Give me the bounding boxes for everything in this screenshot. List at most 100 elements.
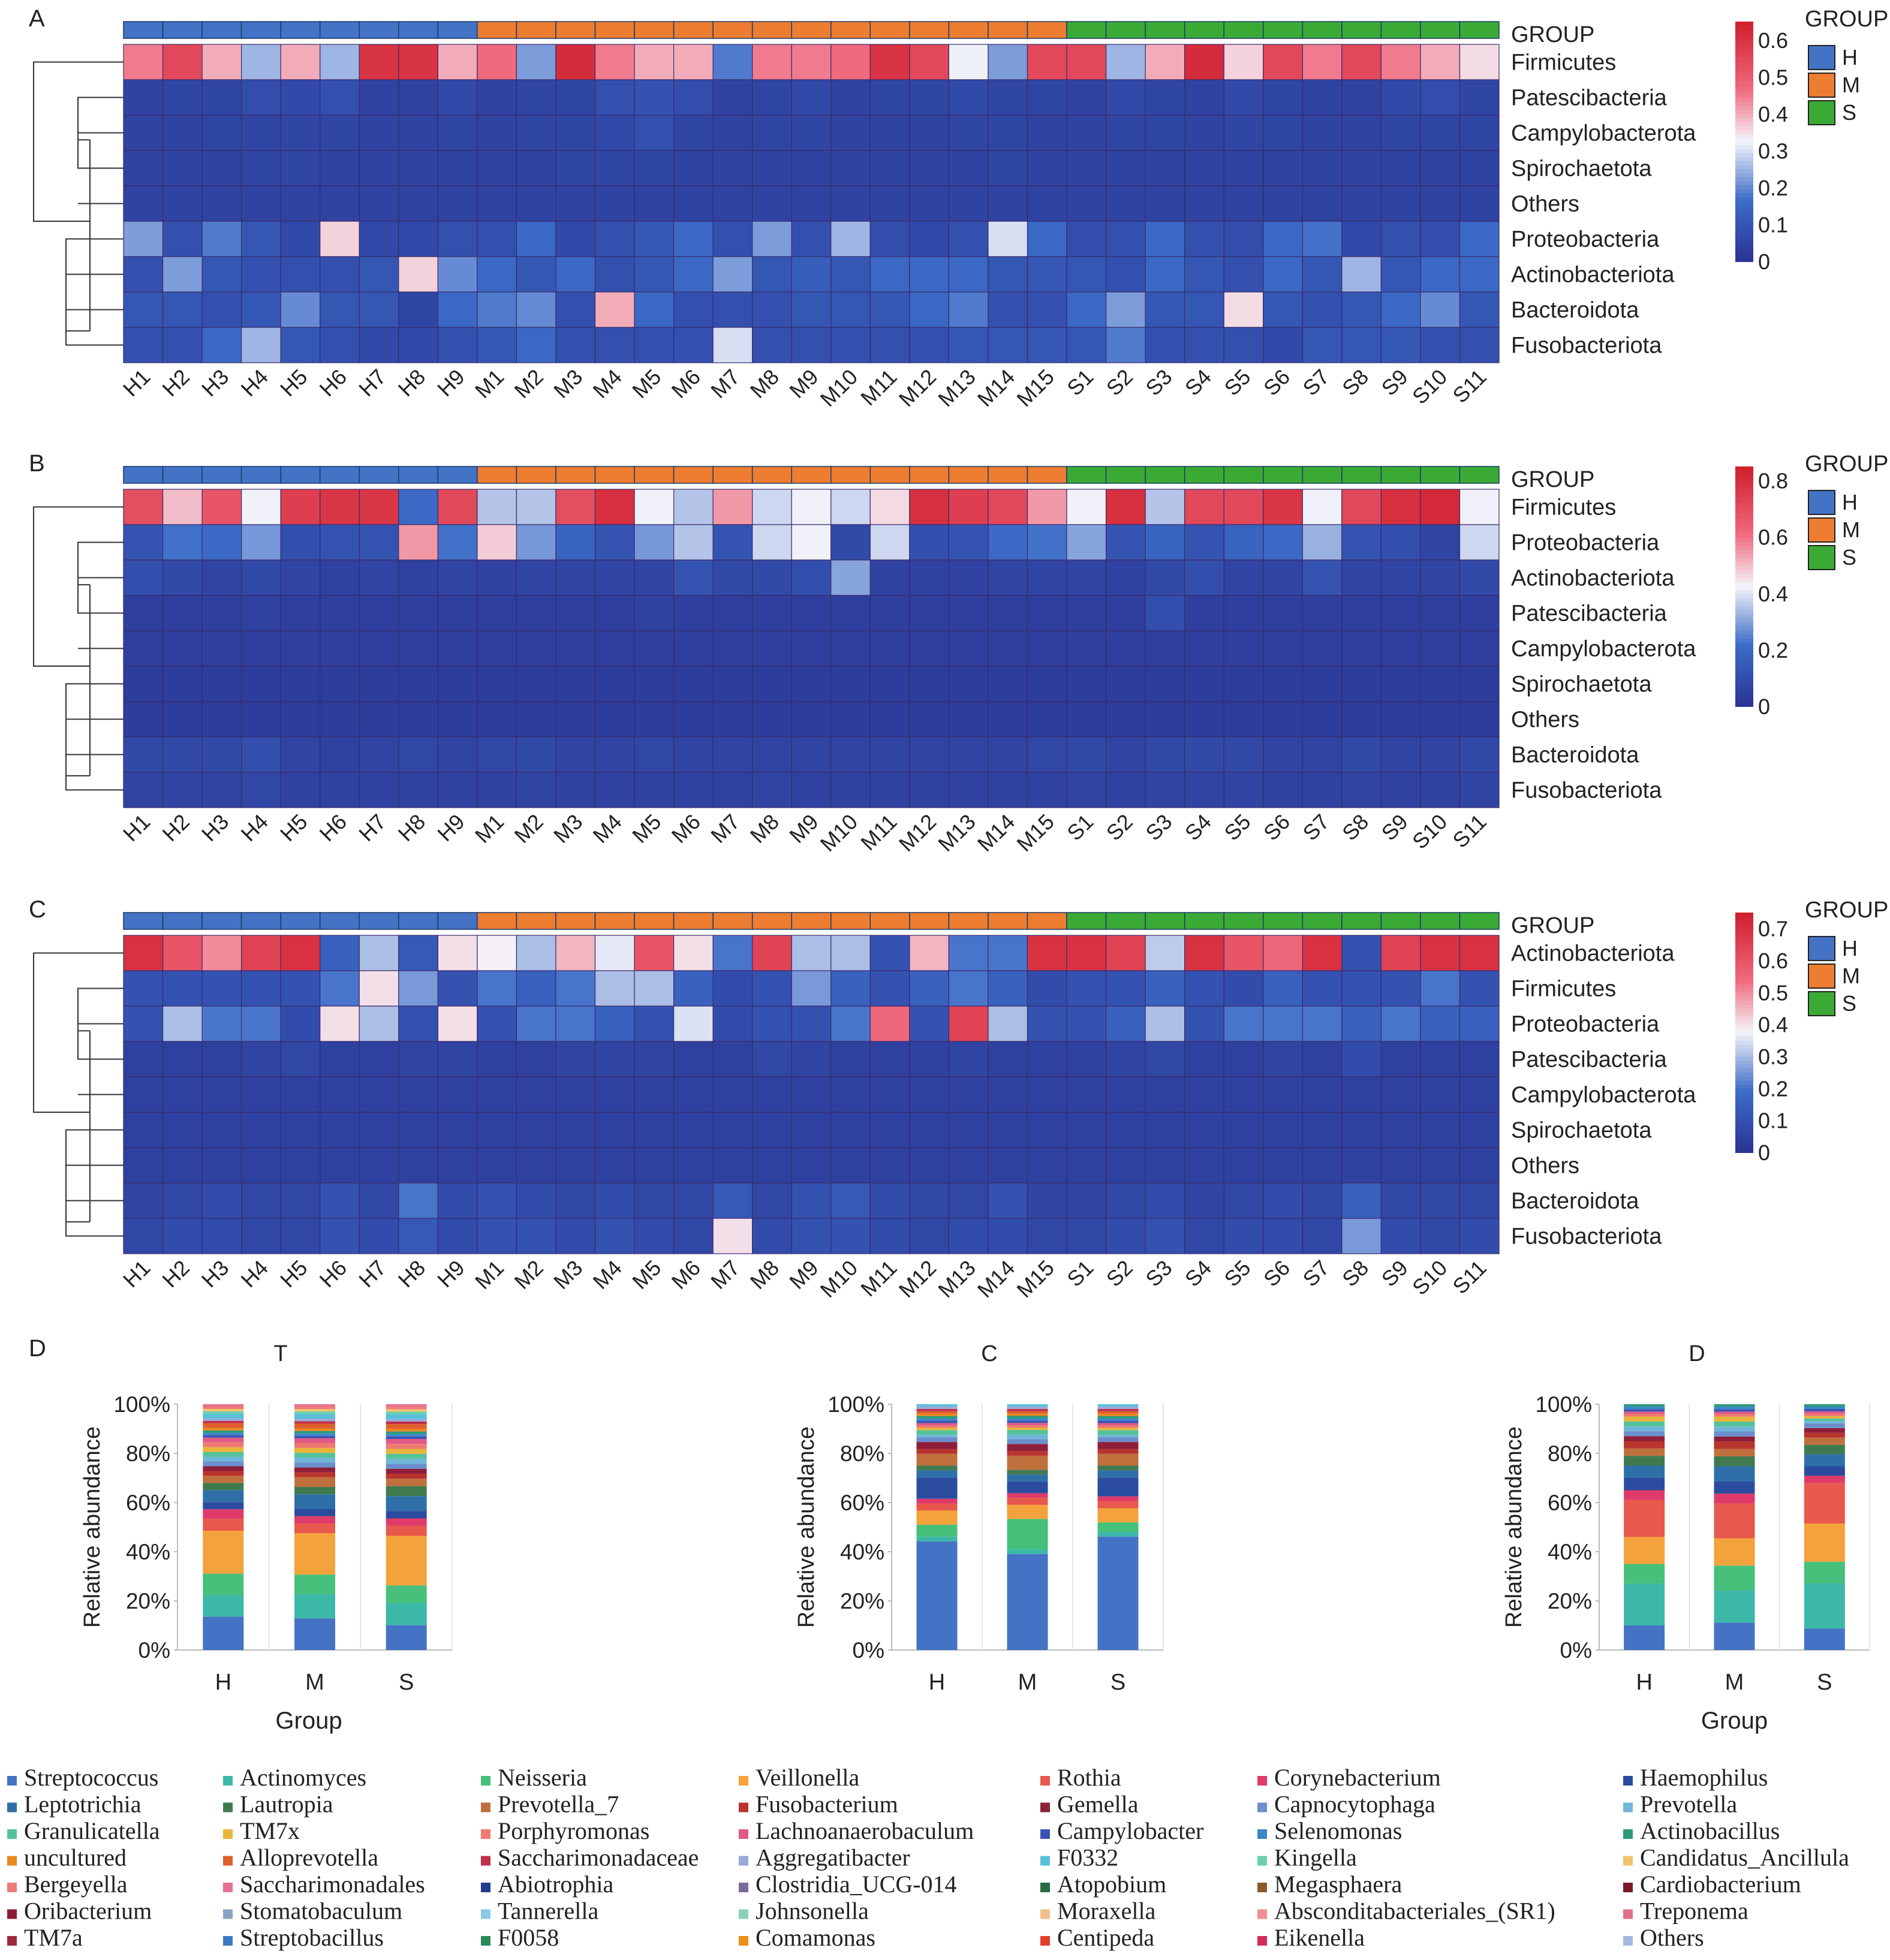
heatmap-cell	[359, 666, 399, 702]
heatmap-cell	[712, 1182, 753, 1219]
group-cell	[359, 912, 399, 930]
heatmap-cell	[1459, 1041, 1500, 1077]
colorbar-step	[1735, 221, 1753, 226]
heatmap-cell	[594, 935, 635, 971]
heatmap-cell	[162, 1041, 203, 1077]
heatmap-cell	[909, 772, 950, 808]
bar-segment	[386, 1434, 427, 1437]
heatmap-cell	[516, 150, 556, 186]
bar-segment	[386, 1536, 427, 1586]
colorbar-step	[1735, 185, 1753, 190]
colorbar-step	[1735, 189, 1753, 194]
legend-swatch	[739, 1776, 748, 1786]
heatmap-cell	[988, 1041, 1028, 1077]
heatmap-cell	[162, 1147, 203, 1184]
heatmap-cell	[1341, 559, 1382, 596]
colorbar-step	[1735, 702, 1753, 707]
heatmap-cell	[1066, 524, 1107, 561]
legend-label: Eikenella	[1274, 1924, 1365, 1951]
bar-segment	[1624, 1411, 1665, 1414]
heatmap-cell	[280, 256, 321, 293]
heatmap-cell	[1145, 970, 1185, 1007]
bar-segment	[916, 1430, 958, 1435]
heatmap-cell	[162, 935, 203, 971]
heatmap-cell	[948, 79, 989, 116]
heatmap-cell	[948, 1112, 989, 1148]
bar-segment	[203, 1573, 244, 1595]
group-legend-swatch	[1808, 936, 1835, 961]
heatmap-cell	[1459, 524, 1500, 561]
heatmap-cell	[555, 221, 596, 257]
heatmap-cell	[869, 44, 910, 80]
bar-segment	[916, 1416, 958, 1419]
heatmap-cell	[1145, 79, 1185, 116]
row-label: Campylobacterota	[1511, 121, 1696, 146]
bar-segment	[1097, 1406, 1139, 1409]
heatmap-cell	[555, 44, 596, 80]
group-cell	[948, 21, 989, 39]
colorbar-step	[1735, 77, 1753, 82]
bar-segment	[203, 1471, 244, 1476]
bar-segment	[386, 1414, 427, 1419]
colorbar-step	[1735, 626, 1753, 631]
heatmap-cell	[869, 256, 910, 293]
colorbar-step	[1735, 58, 1753, 62]
heatmap-cell	[1105, 1182, 1146, 1219]
heatmap-cell	[516, 970, 556, 1007]
heatmap-cell	[988, 256, 1028, 293]
bar-segment	[1714, 1503, 1755, 1539]
heatmap-cell	[123, 79, 164, 116]
heatmap-cell	[869, 1041, 910, 1077]
heatmap-cell	[162, 666, 203, 702]
heatmap-cell	[359, 1112, 399, 1148]
heatmap-cell	[752, 1182, 792, 1219]
heatmap-cell	[555, 1218, 596, 1254]
group-cell	[201, 466, 242, 484]
heatmap-cell	[477, 559, 517, 596]
colorbar-step	[1735, 225, 1753, 230]
heatmap-cell	[712, 970, 753, 1007]
heatmap-cell	[869, 115, 910, 151]
heatmap-cell	[359, 44, 399, 80]
heatmap-cell	[1027, 1218, 1067, 1254]
heatmap-cell	[1223, 291, 1264, 328]
heatmap-cell	[437, 489, 478, 525]
heatmap-cell	[1341, 489, 1382, 525]
heatmap-cell	[1027, 524, 1067, 561]
heatmap-cell	[712, 1041, 753, 1077]
heatmap-cell	[909, 185, 950, 222]
group-cell	[988, 21, 1028, 39]
heatmap-cell	[1027, 1147, 1067, 1184]
group-cell	[1184, 912, 1224, 930]
heatmap-cell	[516, 1005, 556, 1042]
heatmap-cell	[1105, 44, 1146, 80]
heatmap-cell	[241, 1147, 281, 1184]
group-cell	[673, 466, 714, 484]
bar-segment	[1097, 1404, 1139, 1407]
heatmap-cell	[948, 1076, 989, 1113]
legend-swatch	[481, 1829, 490, 1839]
heatmap-cell	[1184, 595, 1224, 631]
heatmap-cell	[123, 221, 164, 257]
heatmap-cell	[555, 1147, 596, 1184]
heatmap-cell	[1105, 559, 1146, 596]
colorbar-step	[1735, 973, 1753, 977]
legend-swatch	[1623, 1802, 1633, 1813]
colorbar-tick: 0.2	[1758, 176, 1788, 200]
group-legend-swatch	[1808, 490, 1835, 515]
heatmap-cell	[830, 489, 871, 525]
heatmap-cell	[948, 1041, 989, 1077]
bar-segment	[1804, 1454, 1845, 1467]
heatmap-cell	[712, 489, 753, 525]
heatmap-cell	[320, 1005, 360, 1042]
legend-swatch	[1040, 1856, 1050, 1866]
heatmap-cell	[830, 935, 871, 971]
heatmap-cell	[1459, 79, 1500, 116]
group-cell	[791, 466, 832, 484]
heatmap-cell	[437, 1076, 478, 1113]
heatmap-cell	[1223, 150, 1264, 186]
colorbar-step	[1735, 241, 1753, 246]
legend-swatch	[1623, 1883, 1633, 1892]
row-label: Patescibacteria	[1511, 1047, 1668, 1073]
bar-segment	[1097, 1508, 1139, 1523]
